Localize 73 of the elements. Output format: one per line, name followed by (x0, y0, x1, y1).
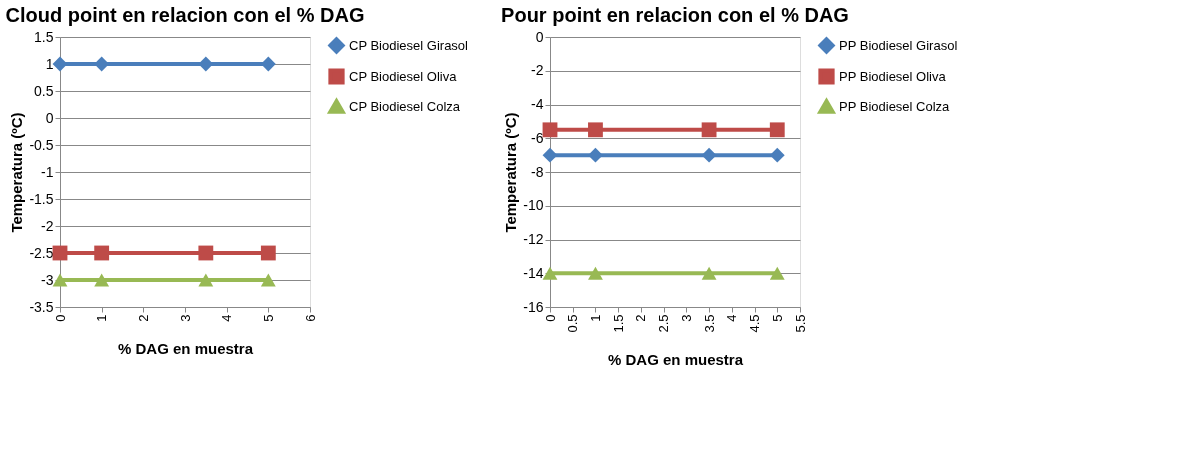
y-tick-label: 1 (45, 55, 54, 72)
y-tick-label: -1.5 (29, 190, 54, 207)
legend-label: CP Biodiesel Oliva (349, 68, 458, 84)
point (701, 147, 717, 163)
point (94, 273, 110, 287)
y-tick-label: 1.5 (34, 28, 54, 45)
x-axis-title: % DAG en muestra (607, 350, 744, 368)
x-tick-label: 3 (177, 314, 193, 322)
x-tick-label: 2 (633, 314, 649, 322)
point (769, 147, 785, 163)
x-axis-title: % DAG en muestra (117, 339, 254, 357)
point (260, 273, 276, 287)
x-tick-label: 3 (678, 314, 694, 322)
y-tick-label: -8 (531, 163, 544, 180)
y-tick-label: -1 (41, 163, 54, 180)
legend-label: CP Biodiesel Colza (349, 98, 461, 114)
y-tick-label: -12 (523, 231, 544, 247)
chart-title: Pour point en relacion con el % DAG (501, 4, 849, 26)
x-tick-label: 1 (94, 314, 110, 322)
point (94, 245, 110, 261)
chart-title: Cloud point en relacion con el % DAG (5, 4, 365, 26)
point (542, 266, 558, 280)
x-tick-label: 1.5 (610, 314, 626, 333)
y-tick-label: -0.5 (29, 136, 54, 153)
point (198, 245, 214, 261)
x-tick-label: 4.5 (747, 314, 763, 333)
x-tick-label: 0 (542, 314, 558, 322)
x-tick-label: 5 (769, 314, 785, 322)
legend-label: PP Biodiesel Oliva (839, 68, 947, 84)
x-tick-label: 6 (302, 314, 318, 322)
y-tick-label: 0 (45, 109, 54, 126)
y-tick-label: -16 (523, 298, 544, 315)
y-tick-label: 0.5 (34, 82, 54, 99)
point (198, 56, 214, 72)
point (701, 122, 717, 138)
y-axis-title: Temperatura (ºC) (8, 112, 26, 233)
point (769, 122, 785, 138)
point (542, 122, 558, 138)
point (701, 266, 717, 280)
x-tick-label: 0 (52, 314, 68, 322)
x-tick-label: 5.5 (792, 314, 808, 333)
point (198, 273, 214, 287)
point (542, 147, 558, 163)
point (769, 266, 785, 280)
point (52, 273, 68, 287)
x-tick-label: 3.5 (701, 314, 717, 333)
y-tick-label: -3 (41, 271, 54, 288)
point (588, 147, 603, 163)
x-tick-label: 1 (587, 314, 603, 322)
y-tick-label: 0 (535, 28, 544, 45)
legend-label: PP Biodiesel Colza (839, 98, 951, 114)
x-tick-label: 2.5 (656, 314, 672, 333)
x-tick-label: 4 (219, 314, 235, 322)
y-tick-label: -3.5 (29, 298, 54, 315)
point (260, 245, 276, 261)
point (52, 245, 68, 261)
point (588, 122, 603, 138)
y-tick-label: -10 (523, 197, 544, 214)
y-tick-label: -4 (531, 96, 544, 112)
legend-label: CP Biodiesel Girasol (349, 37, 469, 53)
y-axis-title: Temperatura (ºC) (502, 112, 520, 233)
point (588, 266, 603, 280)
x-tick-label: 5 (260, 314, 276, 322)
x-tick-label: 4 (724, 314, 740, 322)
y-tick-label: -14 (523, 264, 544, 281)
point (52, 56, 68, 72)
y-tick-label: -6 (531, 129, 544, 146)
x-tick-label: 0.5 (565, 314, 581, 333)
x-tick-label: 2 (135, 314, 151, 322)
legend-label: PP Biodiesel Girasol (839, 37, 958, 53)
y-tick-label: -2 (41, 217, 54, 234)
y-tick-label: -2.5 (29, 244, 54, 261)
y-tick-label: -2 (531, 62, 544, 79)
